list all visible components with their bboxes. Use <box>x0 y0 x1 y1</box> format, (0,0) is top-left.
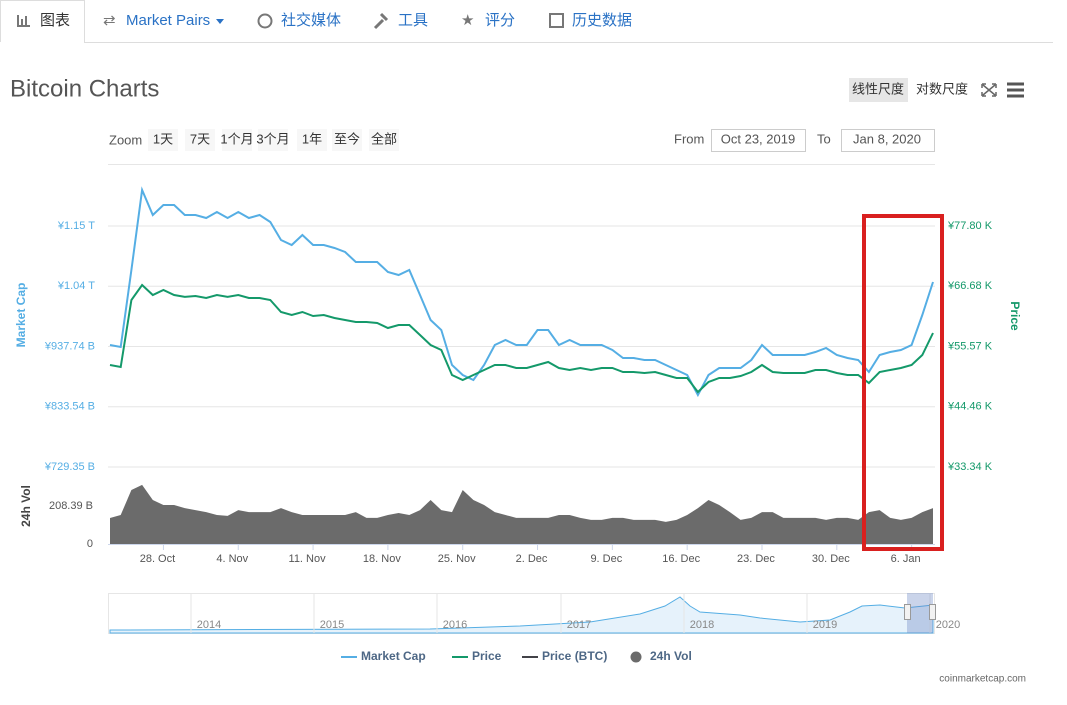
navigator-label: 2019 <box>813 619 837 631</box>
series-line <box>109 186 934 398</box>
x-tick-label: 2. Dec <box>516 553 548 565</box>
y-axis-title: Market Cap <box>14 283 28 348</box>
y2-axis-title: Price <box>1008 301 1022 331</box>
scale-button[interactable]: 对数尺度 <box>916 81 968 96</box>
navigator-label: 2018 <box>690 619 714 631</box>
x-tick-label: 18. Nov <box>363 553 401 565</box>
scale-button[interactable]: 线性尺度 <box>852 81 904 96</box>
zoom-button[interactable]: 3个月 <box>256 131 289 146</box>
legend-label[interactable]: Market Cap <box>361 649 426 663</box>
navigator-handle[interactable] <box>904 604 911 620</box>
credit[interactable]: coinmarketcap.com <box>939 674 1026 685</box>
zoom-button[interactable]: 1个月 <box>220 131 253 146</box>
tab[interactable]: 历史数据 <box>572 12 632 29</box>
tab-icon <box>373 12 389 30</box>
x-tick-label: 9. Dec <box>590 553 622 565</box>
tab-icon: ★ <box>461 12 474 29</box>
zoom-button-bg[interactable] <box>297 129 327 151</box>
navigator-label: 2017 <box>567 619 591 631</box>
x-tick-label: 23. Dec <box>737 553 775 565</box>
y2-tick-label: ¥66.68 K <box>947 280 993 292</box>
from-label: From <box>674 131 704 146</box>
zoom-button-bg[interactable] <box>332 129 362 151</box>
navigator-label: 2015 <box>320 619 344 631</box>
y-tick-label: ¥1.15 T <box>57 220 95 232</box>
zoom-button[interactable]: 全部 <box>371 131 397 146</box>
zoom-button-bg[interactable] <box>258 129 288 151</box>
x-tick-label: 11. Nov <box>289 553 327 565</box>
x-tick-label: 16. Dec <box>662 553 700 565</box>
tab-icon: ⇄ <box>103 12 116 29</box>
to-label: To <box>817 131 831 146</box>
zoom-button-bg[interactable] <box>148 129 178 151</box>
y-tick-label: ¥937.74 B <box>44 340 95 352</box>
dropdown-caret <box>216 19 224 24</box>
highlight-box <box>862 214 944 551</box>
tab-icon <box>17 15 30 27</box>
date-input[interactable] <box>841 129 935 152</box>
y3-tick-label: 0 <box>87 538 93 550</box>
y2-tick-label: ¥77.80 K <box>947 220 993 232</box>
zoom-button-bg[interactable] <box>222 129 252 151</box>
y-tick-label: ¥1.04 T <box>57 280 95 292</box>
to-date[interactable]: Jan 8, 2020 <box>853 131 921 146</box>
x-tick-label: 28. Oct <box>140 553 175 565</box>
x-tick-label: 4. Nov <box>216 553 248 565</box>
tab-icon <box>257 13 273 29</box>
y2-tick-label: ¥55.57 K <box>947 340 993 352</box>
zoom-button[interactable]: 1年 <box>302 131 322 146</box>
navigator-label: 2014 <box>197 619 221 631</box>
y-tick-label: ¥729.35 B <box>44 461 95 473</box>
volume-area <box>110 484 933 544</box>
zoom-button[interactable]: 至今 <box>334 131 360 146</box>
tab[interactable]: 评分 <box>485 12 515 29</box>
zoom-button-bg[interactable] <box>369 129 399 151</box>
legend-label[interactable]: Price (BTC) <box>542 649 607 663</box>
navigator-label: 2020 <box>936 619 960 631</box>
active-tab <box>0 0 85 42</box>
navigator-selection[interactable] <box>907 593 933 633</box>
navigator-label: 2016 <box>443 619 467 631</box>
tab[interactable]: 工具 <box>398 12 428 29</box>
date-input[interactable] <box>711 129 806 152</box>
x-tick-label: 30. Dec <box>812 553 850 565</box>
x-tick-label: 25. Nov <box>438 553 476 565</box>
scale-button-bg <box>849 78 908 102</box>
zoom-button-bg[interactable] <box>185 129 215 151</box>
y-tick-label: ¥833.54 B <box>44 401 95 413</box>
zoom-button[interactable]: 1天 <box>153 131 173 146</box>
y2-tick-label: ¥44.46 K <box>947 401 993 413</box>
x-tick-label: 6. Jan <box>891 553 921 565</box>
legend-symbol <box>630 651 642 663</box>
series-line <box>109 283 934 394</box>
menu-icon[interactable] <box>1007 82 1024 98</box>
tab[interactable]: Market Pairs <box>126 12 210 29</box>
y2-tick-label: ¥33.34 K <box>947 461 993 473</box>
legend-label[interactable]: 24h Vol <box>650 649 692 663</box>
y3-axis-title: 24h Vol <box>19 485 33 527</box>
tab[interactable]: 图表 <box>40 12 70 29</box>
from-date[interactable]: Oct 23, 2019 <box>721 131 795 146</box>
fullscreen-icon[interactable] <box>981 83 997 97</box>
y3-tick-label: 208.39 B <box>49 500 93 512</box>
page-title: Bitcoin Charts <box>10 75 159 102</box>
legend-label[interactable]: Price <box>472 649 502 663</box>
zoom-button[interactable]: 7天 <box>190 131 210 146</box>
tab[interactable]: 社交媒体 <box>281 11 341 29</box>
tab-icon <box>549 13 564 28</box>
zoom-label: Zoom <box>109 132 142 147</box>
navigator-series <box>109 596 934 634</box>
navigator-handle[interactable] <box>929 604 936 620</box>
